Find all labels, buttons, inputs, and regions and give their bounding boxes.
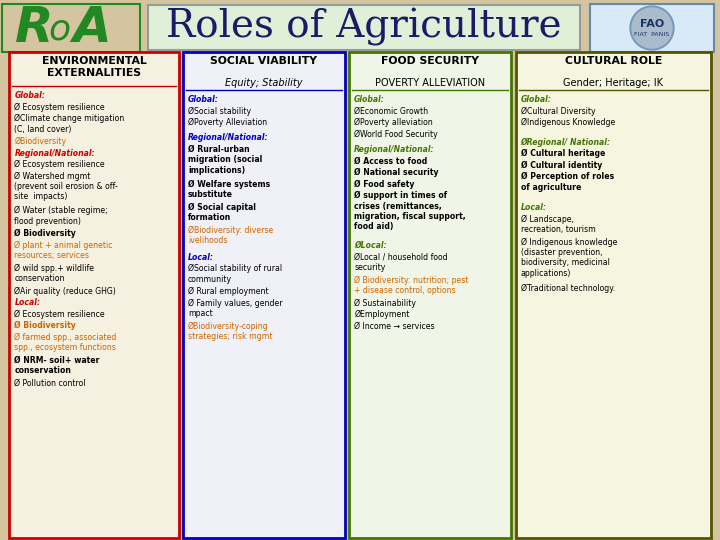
Text: Ø Ecosystem resilience: Ø Ecosystem resilience	[14, 103, 105, 112]
FancyBboxPatch shape	[2, 4, 140, 52]
FancyBboxPatch shape	[148, 5, 580, 50]
FancyBboxPatch shape	[590, 4, 714, 52]
Text: Regional/National:: Regional/National:	[354, 145, 435, 154]
Circle shape	[632, 8, 672, 48]
Text: Ø Rural-urban
migration (social
implications): Ø Rural-urban migration (social implicat…	[188, 145, 262, 175]
FancyBboxPatch shape	[183, 52, 345, 538]
Text: Ø Welfare systems
substitute: Ø Welfare systems substitute	[188, 179, 270, 199]
Text: SOCIAL VIABILITY: SOCIAL VIABILITY	[210, 56, 318, 66]
Text: ØLocal / household food
security: ØLocal / household food security	[354, 253, 448, 272]
Text: Global:: Global:	[354, 95, 385, 104]
Text: Roles of Agriculture: Roles of Agriculture	[166, 9, 562, 46]
Text: Ø Social capital
formation: Ø Social capital formation	[188, 202, 256, 222]
Text: ØEmployment: ØEmployment	[354, 310, 410, 319]
Text: FOOD SECURITY: FOOD SECURITY	[381, 56, 480, 66]
Text: Ø plant + animal genetic
resources; services: Ø plant + animal genetic resources; serv…	[14, 240, 113, 260]
Text: R: R	[15, 4, 53, 52]
Text: Ø Biodiversity: Ø Biodiversity	[14, 321, 76, 330]
Text: POVERTY ALLEVIATION: POVERTY ALLEVIATION	[375, 78, 485, 88]
Text: ØPoverty alleviation: ØPoverty alleviation	[354, 118, 433, 127]
Text: Ø Access to food: Ø Access to food	[354, 157, 428, 165]
Text: Ø Landscape,
recreation, tourism: Ø Landscape, recreation, tourism	[521, 214, 595, 234]
Text: Ø Sustainability: Ø Sustainability	[354, 299, 416, 308]
Text: Local:: Local:	[14, 298, 40, 307]
Text: Ø Indigenous knowledge
(disaster prevention,
biodiversity, medicinal
application: Ø Indigenous knowledge (disaster prevent…	[521, 238, 617, 278]
Text: ØIndigenous Knowledge: ØIndigenous Knowledge	[521, 118, 615, 127]
Text: Ø Ecosystem resilience: Ø Ecosystem resilience	[14, 160, 105, 169]
Text: Regional/National:: Regional/National:	[188, 133, 269, 143]
Text: ØBiodiversity-coping
strategies; risk mgmt: ØBiodiversity-coping strategies; risk mg…	[188, 321, 272, 341]
Text: FAO: FAO	[640, 19, 664, 29]
Text: Ø NRM- soil+ water
conservation: Ø NRM- soil+ water conservation	[14, 355, 100, 375]
Text: Global:: Global:	[521, 95, 552, 104]
Text: ØSocial stability of rural
community: ØSocial stability of rural community	[188, 264, 282, 284]
Text: Local:: Local:	[521, 203, 546, 212]
Text: ØTraditional technology.: ØTraditional technology.	[521, 284, 615, 293]
Text: ENVIRONMENTAL
EXTERNALITIES: ENVIRONMENTAL EXTERNALITIES	[42, 56, 146, 78]
FancyBboxPatch shape	[349, 52, 511, 538]
Text: ØBiodiversity: diverse
ivelihoods: ØBiodiversity: diverse ivelihoods	[188, 226, 273, 245]
Text: Regional/National:: Regional/National:	[14, 148, 95, 158]
Text: Ø Perception of roles
of agriculture: Ø Perception of roles of agriculture	[521, 172, 613, 192]
FancyBboxPatch shape	[9, 52, 179, 538]
Text: o: o	[48, 13, 70, 47]
Text: ØPoverty Alleviation: ØPoverty Alleviation	[188, 118, 267, 127]
Text: Ø Income → services: Ø Income → services	[354, 321, 435, 330]
Text: Ø wild spp.+ wildlife
conservation: Ø wild spp.+ wildlife conservation	[14, 264, 94, 283]
Text: Gender; Heritage; IK: Gender; Heritage; IK	[564, 78, 663, 88]
Text: ØRegional/ National:: ØRegional/ National:	[521, 138, 611, 147]
Text: ØWorld Food Security: ØWorld Food Security	[354, 130, 438, 139]
Text: FIAT  PANIS: FIAT PANIS	[634, 32, 670, 37]
Text: Ø Biodiversity: Ø Biodiversity	[14, 229, 76, 238]
Circle shape	[630, 6, 674, 50]
Text: Global:: Global:	[14, 91, 45, 100]
Text: Ø Food safety: Ø Food safety	[354, 179, 415, 188]
Text: Ø Cultural heritage: Ø Cultural heritage	[521, 149, 605, 158]
Text: Ø National security: Ø National security	[354, 168, 438, 177]
Text: ØSocial stability: ØSocial stability	[188, 106, 251, 116]
Text: Global:: Global:	[188, 95, 219, 104]
Text: Ø Ecosystem resilience: Ø Ecosystem resilience	[14, 309, 105, 319]
Text: ØBiodiversity: ØBiodiversity	[14, 137, 66, 146]
Text: Ø Water (stable regime;
flood prevention): Ø Water (stable regime; flood prevention…	[14, 206, 108, 226]
Text: Local:: Local:	[188, 253, 214, 261]
Text: Ø Pollution control: Ø Pollution control	[14, 379, 86, 388]
Text: ØAir quality (reduce GHG): ØAir quality (reduce GHG)	[14, 287, 116, 296]
Text: ØClimate change mitigation
(C, land cover): ØClimate change mitigation (C, land cove…	[14, 114, 125, 133]
FancyBboxPatch shape	[516, 52, 711, 538]
Text: Ø Cultural identity: Ø Cultural identity	[521, 160, 602, 170]
Text: Ø Watershed mgmt
(prevent soil erosion & off-
site  impacts): Ø Watershed mgmt (prevent soil erosion &…	[14, 172, 118, 201]
Text: A: A	[72, 4, 111, 52]
Text: ØEconomic Growth: ØEconomic Growth	[354, 106, 428, 116]
Text: ØLocal:: ØLocal:	[354, 241, 387, 250]
Text: Ø Family values, gender
mpact: Ø Family values, gender mpact	[188, 299, 282, 318]
Text: Equity; Stability: Equity; Stability	[225, 78, 302, 88]
Text: Ø Rural employment: Ø Rural employment	[188, 287, 269, 296]
Text: Ø Biodiversity: nutrition; pest
+ disease control, options: Ø Biodiversity: nutrition; pest + diseas…	[354, 275, 469, 295]
Text: CULTURAL ROLE: CULTURAL ROLE	[564, 56, 662, 66]
Text: Ø support in times of
crises (remittances,
migration, fiscal support,
food aid): Ø support in times of crises (remittance…	[354, 191, 466, 232]
Text: ØCultural Diversity: ØCultural Diversity	[521, 106, 595, 116]
Text: Ø farmed spp., associated
spp., ecosystem functions: Ø farmed spp., associated spp., ecosyste…	[14, 333, 117, 352]
